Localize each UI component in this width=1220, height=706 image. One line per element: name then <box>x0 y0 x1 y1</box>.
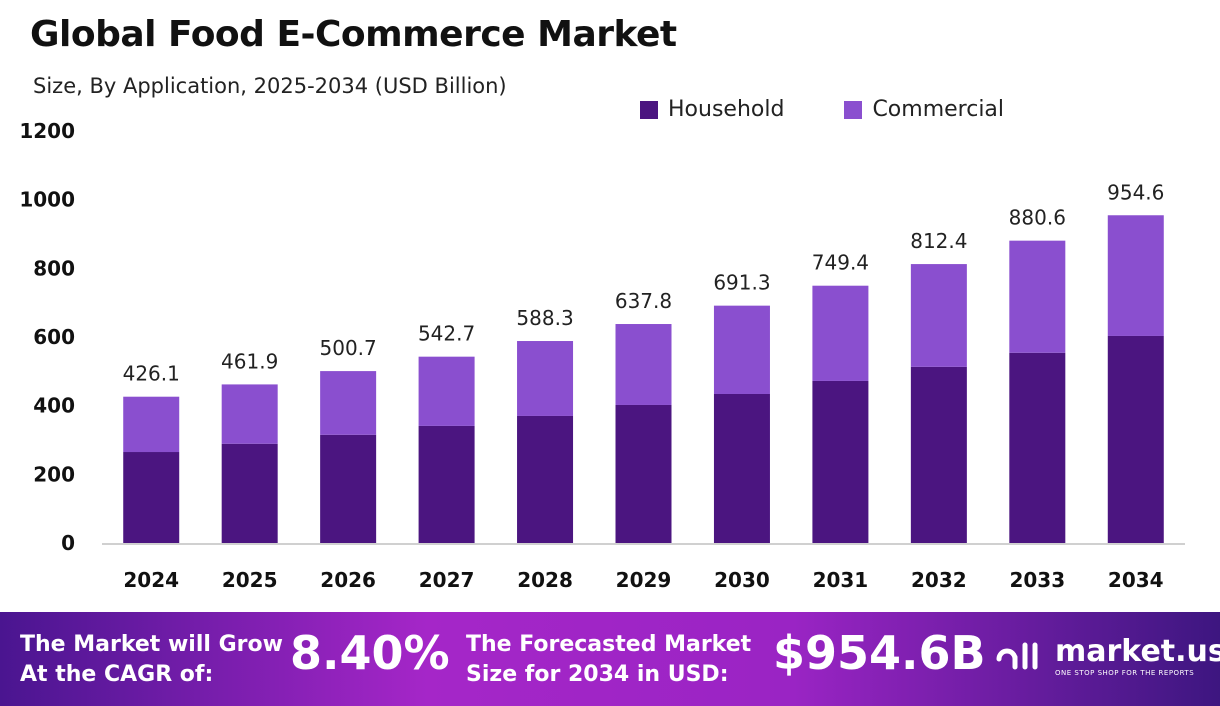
logo-name: market.us <box>1055 634 1220 669</box>
bar-household <box>910 366 967 543</box>
total-label: 749.4 <box>812 251 869 275</box>
bar-household <box>713 393 770 543</box>
bar-commercial <box>812 285 869 381</box>
bar-household <box>1009 352 1066 543</box>
bar-commercial <box>713 305 770 394</box>
bar-household <box>615 404 672 543</box>
forecast-value: $954.6B <box>773 626 986 680</box>
bar-commercial <box>1009 240 1066 353</box>
x-tick-label: 2024 <box>123 568 179 592</box>
bar-household <box>320 434 377 543</box>
total-label: 812.4 <box>910 229 967 253</box>
cagr-label: The Market will Grow At the CAGR of: <box>20 632 283 687</box>
bar-commercial <box>320 371 377 435</box>
x-tick-label: 2028 <box>517 568 573 592</box>
bar-commercial <box>123 396 180 453</box>
x-tick-label: 2029 <box>616 568 672 592</box>
y-tick-label: 200 <box>33 462 75 486</box>
total-label: 880.6 <box>1009 206 1066 230</box>
legend-swatch <box>844 100 863 119</box>
x-tick-label: 2034 <box>1108 568 1164 592</box>
bar-commercial <box>910 264 967 367</box>
bar-commercial <box>517 341 574 416</box>
bar-household <box>1107 335 1164 543</box>
total-label: 954.6 <box>1107 180 1164 204</box>
x-tick-label: 2031 <box>813 568 869 592</box>
legend-label: Commercial <box>872 97 1005 122</box>
x-tick-label: 2026 <box>320 568 376 592</box>
bar-household <box>221 443 278 543</box>
total-label: 461.9 <box>221 349 278 373</box>
x-tick-label: 2032 <box>911 568 967 592</box>
legend-commercial: Commercial <box>844 97 1004 122</box>
bar-household <box>517 415 574 543</box>
footer-banner: The Market will Grow At the CAGR of: 8.4… <box>0 612 1220 706</box>
total-label: 542.7 <box>418 322 475 346</box>
y-tick-label: 1200 <box>19 119 75 143</box>
total-label: 588.3 <box>516 306 573 330</box>
legend-label: Household <box>668 97 785 122</box>
total-label: 500.7 <box>320 336 377 360</box>
y-tick-label: 600 <box>33 325 75 349</box>
bar-commercial <box>615 324 672 405</box>
bar-commercial <box>418 356 475 426</box>
chart-subtitle: Size, By Application, 2025-2034 (USD Bil… <box>33 74 507 98</box>
total-label: 691.3 <box>713 271 770 295</box>
chart-title: Global Food E-Commerce Market <box>30 14 677 55</box>
x-tick-label: 2027 <box>419 568 475 592</box>
x-tick-label: 2030 <box>714 568 770 592</box>
logo-tagline: ONE STOP SHOP FOR THE REPORTS <box>1055 669 1195 677</box>
total-label: 426.1 <box>123 362 180 386</box>
bar-commercial <box>221 384 278 444</box>
market-us-logo: market.us ONE STOP SHOP FOR THE REPORTS <box>995 634 1220 677</box>
bar-commercial <box>1107 215 1164 336</box>
legend-swatch <box>640 100 658 119</box>
y-tick-label: 0 <box>61 531 75 555</box>
forecast-label: The Forecasted Market Size for 2034 in U… <box>466 632 752 687</box>
bar-household <box>123 452 180 543</box>
bar-household <box>812 380 869 543</box>
logo-icon <box>996 642 1038 669</box>
x-tick-label: 2033 <box>1009 568 1065 592</box>
legend-household: Household <box>640 97 784 122</box>
legend: Household Commercial <box>640 97 1004 122</box>
cagr-value: 8.40% <box>290 626 450 680</box>
total-label: 637.8 <box>615 289 672 313</box>
y-tick-label: 1000 <box>19 188 75 212</box>
y-tick-label: 400 <box>33 394 75 418</box>
bar-household <box>418 425 475 543</box>
bar-chart: 0 200 400 600 800 1000 1200 426.1 2024 461.9 2025 5… <box>19 119 1185 592</box>
x-tick-label: 2025 <box>222 568 278 592</box>
y-tick-label: 800 <box>33 256 75 280</box>
